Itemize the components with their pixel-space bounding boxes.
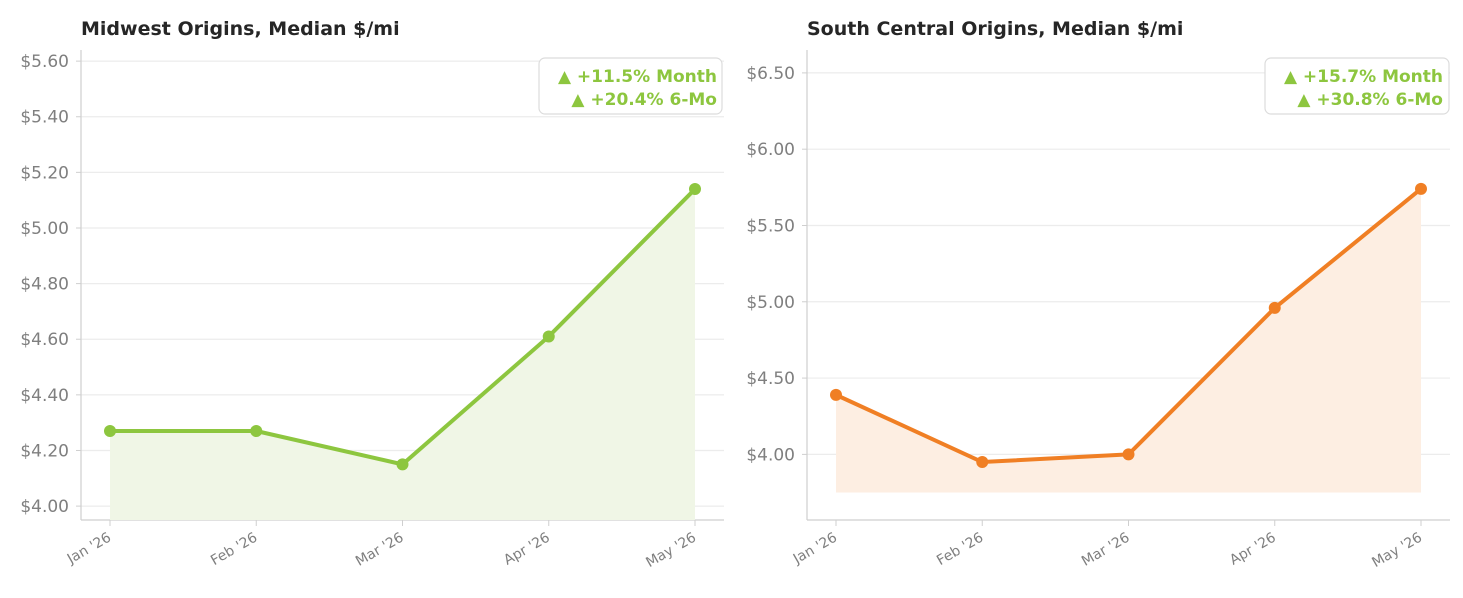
x-tick-label: Jan '26 [64,530,114,568]
annotation-month-change: ▲ +15.7% Month [1284,67,1443,87]
y-tick-label: $5.50 [746,216,795,236]
y-tick-label: $4.80 [20,275,69,295]
data-point [1415,182,1427,195]
data-point [976,456,989,469]
x-tick-label: Jan '26 [790,530,840,568]
y-tick-label: $5.20 [20,163,69,183]
y-tick-label: $5.00 [746,293,795,313]
chart-title: South Central Origins, Median $/mi [807,18,1183,40]
y-tick-label: $5.60 [20,52,69,72]
x-tick-label: Feb '26 [934,530,986,569]
y-tick-label: $5.00 [20,219,69,239]
y-tick-label: $4.20 [20,441,69,461]
chart-title: Midwest Origins, Median $/mi [81,18,400,40]
x-tick-label: Apr '26 [501,530,553,569]
x-tick-label: Feb '26 [208,530,260,569]
y-tick-label: $5.40 [20,108,69,128]
y-tick-label: $4.60 [20,330,69,350]
y-tick-label: $4.40 [20,386,69,406]
x-tick-label: May '26 [643,530,699,571]
series-area [836,188,1421,493]
annotation-six-month-change: ▲ +30.8% 6-Mo [1297,90,1443,110]
data-point [104,425,116,438]
data-point [542,330,555,343]
data-point [396,458,409,471]
data-point [250,425,263,438]
chart-panel-2: South Central Origins, Median $/mi $4.00 $… [746,18,1450,571]
annotation-six-month-change: ▲ +20.4% 6-Mo [571,90,717,110]
x-tick-label: May '26 [1369,530,1425,571]
y-tick-label: $4.00 [746,445,795,465]
y-tick-label: $4.50 [746,369,795,389]
x-tick-label: Mar '26 [353,530,407,570]
data-point [830,388,842,401]
y-tick-label: $6.50 [746,64,795,84]
x-tick-label: Mar '26 [1079,530,1133,570]
y-tick-label: $4.00 [20,497,69,517]
x-tick-label: Apr '26 [1227,530,1279,569]
y-tick-label: $6.00 [746,140,795,160]
data-point [689,183,701,196]
series-area [110,189,695,520]
data-point [1122,448,1135,461]
chart-panel-1: Midwest Origins, Median $/mi $4.00 $4.20 $4… [20,18,724,571]
annotation-month-change: ▲ +11.5% Month [558,67,717,87]
annotation-box [1264,57,1450,115]
data-point [1268,301,1281,314]
annotation-box [538,57,723,115]
